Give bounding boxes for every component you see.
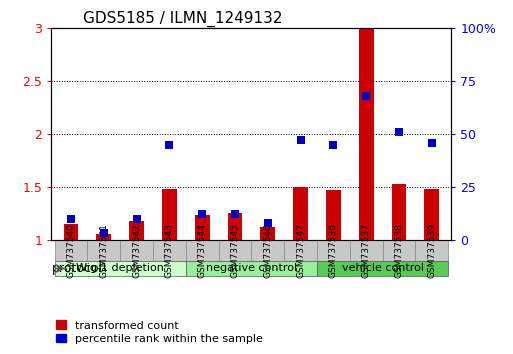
Point (165, 142, 173, 148)
FancyBboxPatch shape (186, 261, 317, 276)
Legend: transformed count, percentile rank within the sample: transformed count, percentile rank withi… (52, 316, 267, 348)
FancyBboxPatch shape (284, 240, 317, 261)
FancyBboxPatch shape (317, 261, 448, 276)
Point (329, 142, 338, 148)
Text: protocol: protocol (52, 262, 103, 275)
Text: GSM737545: GSM737545 (230, 223, 240, 278)
FancyBboxPatch shape (186, 240, 219, 261)
Bar (162, 189, 177, 240)
Point (395, 129, 403, 135)
Text: GSM737547: GSM737547 (296, 223, 305, 278)
Bar (424, 189, 439, 240)
Text: Wig-1 depletion: Wig-1 depletion (76, 263, 164, 274)
Text: vehicle control: vehicle control (342, 263, 424, 274)
Point (67, 216, 75, 222)
Point (132, 216, 141, 222)
FancyBboxPatch shape (87, 240, 120, 261)
Bar (228, 213, 242, 240)
FancyBboxPatch shape (120, 240, 153, 261)
Text: GSM737542: GSM737542 (132, 223, 141, 278)
Text: GSM737540: GSM737540 (67, 223, 75, 278)
Bar (391, 184, 406, 240)
FancyBboxPatch shape (383, 240, 416, 261)
Bar (129, 221, 144, 240)
Point (297, 138, 305, 143)
Bar (261, 227, 275, 240)
Point (362, 93, 370, 99)
Text: negative control: negative control (206, 263, 297, 274)
Bar (293, 187, 308, 240)
Text: GSM737546: GSM737546 (263, 223, 272, 278)
Text: GSM737538: GSM737538 (394, 223, 403, 278)
Text: GSM737543: GSM737543 (165, 223, 174, 278)
Point (231, 212, 239, 217)
Text: GSM737537: GSM737537 (362, 223, 371, 278)
Point (428, 140, 436, 145)
FancyBboxPatch shape (54, 240, 87, 261)
FancyBboxPatch shape (251, 240, 284, 261)
FancyBboxPatch shape (317, 240, 350, 261)
Text: GDS5185 / ILMN_1249132: GDS5185 / ILMN_1249132 (83, 11, 283, 27)
Bar (195, 216, 209, 240)
Point (198, 212, 206, 217)
Bar (326, 190, 341, 240)
FancyBboxPatch shape (153, 240, 186, 261)
FancyBboxPatch shape (54, 261, 186, 276)
Point (264, 220, 272, 226)
Text: GSM737539: GSM737539 (427, 223, 436, 278)
Text: GSM737541: GSM737541 (100, 223, 108, 278)
Text: GSM737544: GSM737544 (198, 223, 207, 278)
FancyBboxPatch shape (350, 240, 383, 261)
Bar (64, 224, 78, 240)
Bar (359, 28, 373, 240)
FancyBboxPatch shape (219, 240, 251, 261)
Point (100, 230, 108, 236)
Text: GSM737536: GSM737536 (329, 223, 338, 278)
FancyBboxPatch shape (416, 240, 448, 261)
Bar (96, 234, 111, 240)
